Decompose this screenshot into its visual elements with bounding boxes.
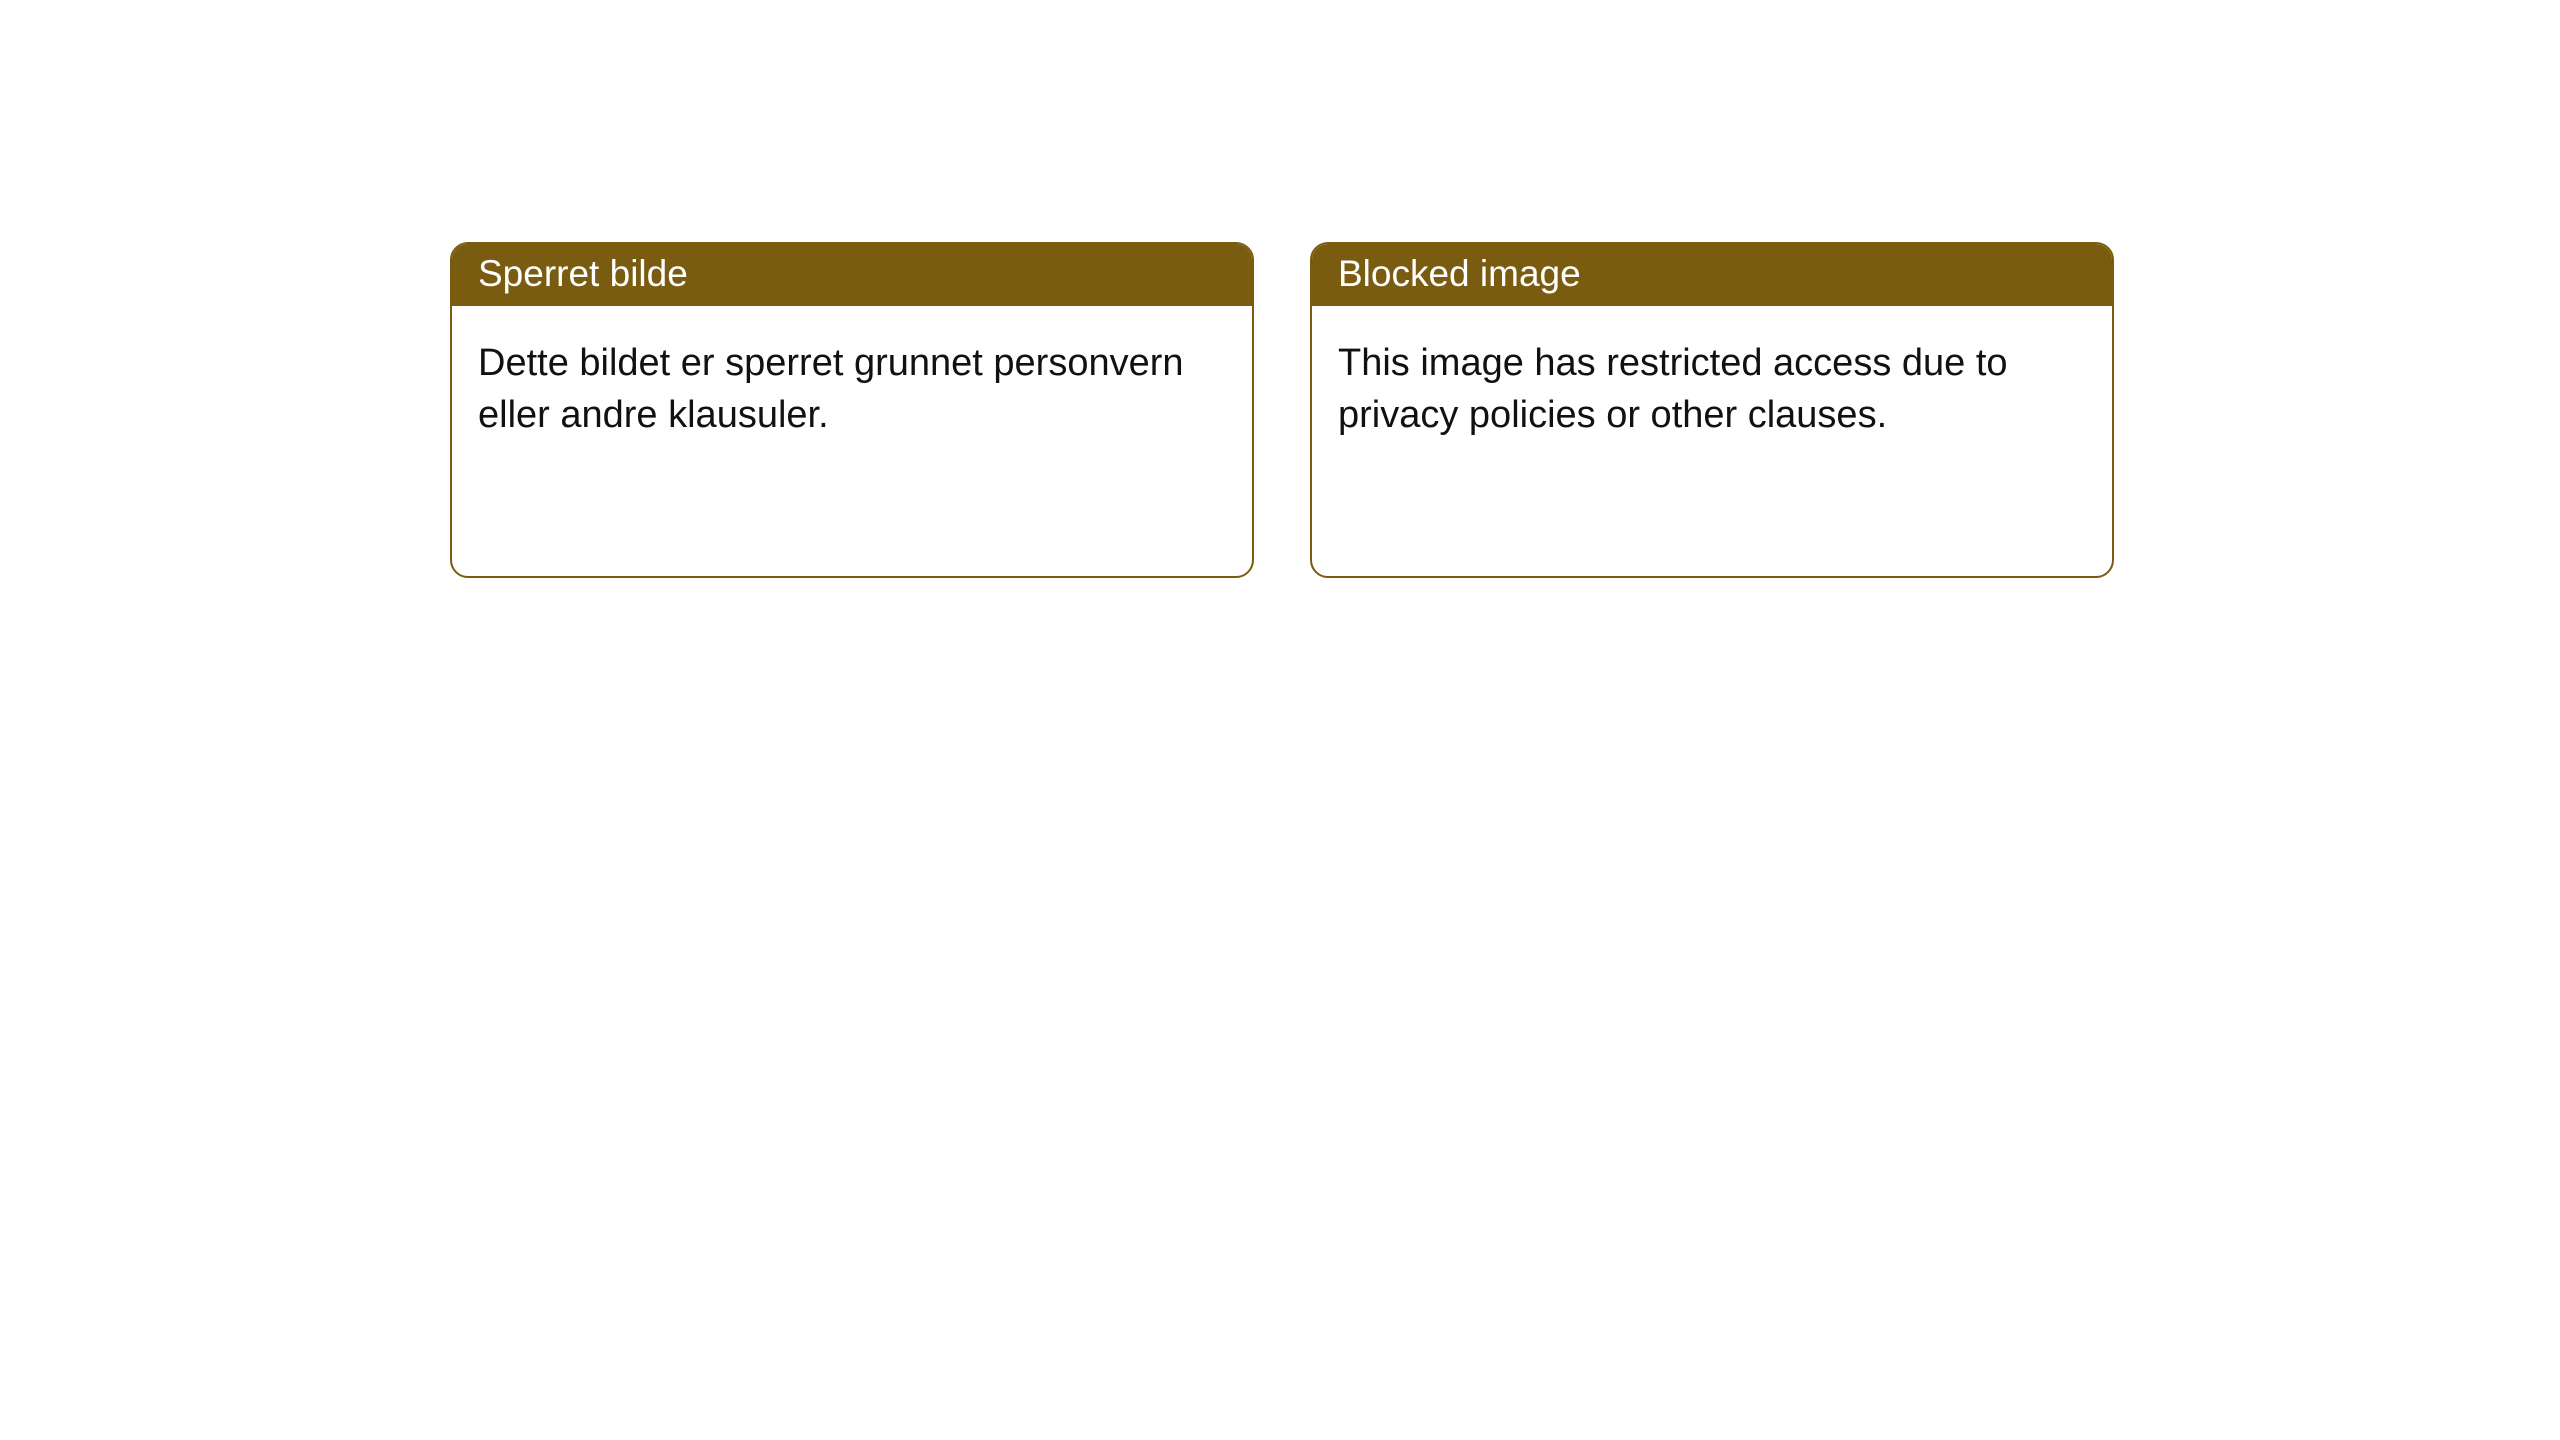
card-title-en: Blocked image xyxy=(1338,253,1581,294)
card-body-no: Dette bildet er sperret grunnet personve… xyxy=(452,306,1252,576)
card-body-en: This image has restricted access due to … xyxy=(1312,306,2112,576)
cards-container: Sperret bilde Dette bildet er sperret gr… xyxy=(0,0,2560,578)
card-text-en: This image has restricted access due to … xyxy=(1338,342,2008,435)
card-text-no: Dette bildet er sperret grunnet personve… xyxy=(478,342,1184,435)
card-header-no: Sperret bilde xyxy=(452,244,1252,306)
blocked-image-card-en: Blocked image This image has restricted … xyxy=(1310,242,2114,578)
blocked-image-card-no: Sperret bilde Dette bildet er sperret gr… xyxy=(450,242,1254,578)
card-title-no: Sperret bilde xyxy=(478,253,688,294)
card-header-en: Blocked image xyxy=(1312,244,2112,306)
